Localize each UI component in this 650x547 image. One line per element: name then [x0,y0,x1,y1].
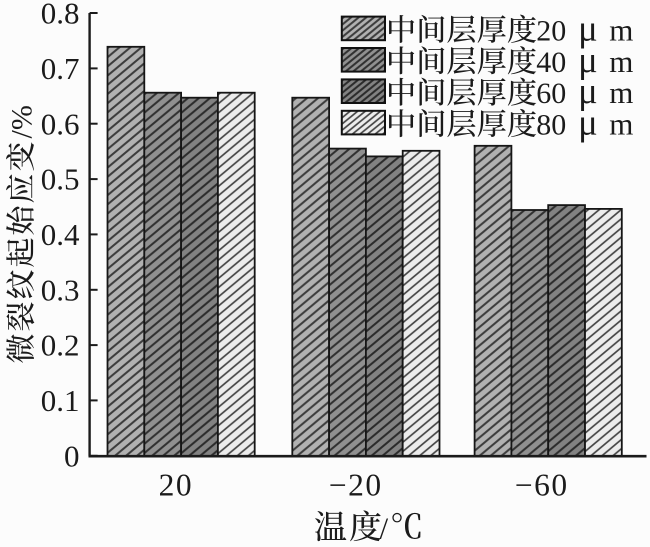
svg-text:μ: μ [578,39,598,80]
svg-text:μ: μ [578,102,598,143]
svg-text:0.4: 0.4 [41,217,80,252]
svg-text:m: m [609,75,633,110]
svg-text:/%: /% [6,105,39,138]
svg-text:m: m [609,44,633,79]
svg-text:μ: μ [578,7,598,48]
svg-text:m: m [609,12,633,47]
svg-text:0.5: 0.5 [41,162,80,197]
svg-text:0.2: 0.2 [41,328,80,363]
svg-text:m: m [609,107,633,142]
svg-text:/: / [380,511,389,543]
svg-text:20: 20 [536,14,566,47]
svg-text:0.6: 0.6 [41,106,80,141]
svg-text:0.8: 0.8 [41,0,80,31]
svg-text:20: 20 [159,468,194,503]
svg-text:60: 60 [536,77,566,110]
svg-text:−60: −60 [515,468,569,503]
svg-text:0.3: 0.3 [41,272,80,307]
svg-text:0.1: 0.1 [41,383,80,418]
svg-text:40: 40 [536,46,566,79]
svg-text:−20: −20 [329,468,383,503]
svg-text:μ: μ [578,70,598,111]
svg-text:0.7: 0.7 [41,51,80,86]
svg-text:80: 80 [536,109,566,142]
svg-text:0: 0 [64,438,80,473]
